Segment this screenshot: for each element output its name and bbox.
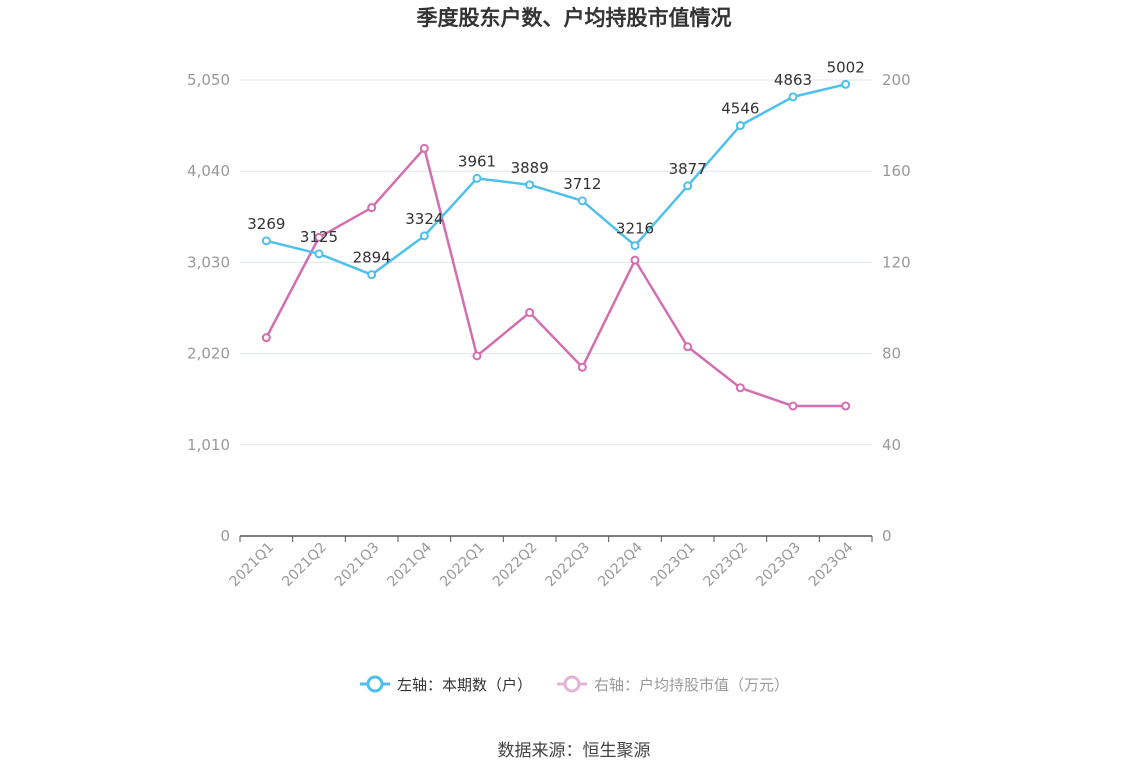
data-point-right bbox=[261, 333, 271, 343]
data-point-right bbox=[630, 255, 640, 265]
x-tick-label: 2021Q4 bbox=[385, 539, 436, 590]
legend-label-left: 左轴：本期数（户） bbox=[396, 675, 532, 694]
chart-title: 季度股东户数、户均持股市值情况 bbox=[416, 6, 732, 30]
data-point-left bbox=[683, 181, 693, 191]
x-tick-label: 2022Q1 bbox=[437, 540, 488, 591]
data-point-left bbox=[841, 79, 851, 89]
y-right-tick-label: 40 bbox=[882, 436, 901, 454]
data-point-right bbox=[419, 143, 429, 153]
data-point-left bbox=[788, 92, 798, 102]
x-tick-label: 2023Q1 bbox=[648, 540, 699, 591]
data-label: 3125 bbox=[300, 228, 338, 246]
x-tick-label: 2023Q3 bbox=[753, 540, 804, 591]
data-label: 3216 bbox=[616, 220, 654, 238]
legend-swatch-left-icon bbox=[359, 675, 390, 693]
data-point-left bbox=[577, 196, 587, 206]
data-point-right bbox=[735, 383, 745, 393]
x-tick-label: 2022Q4 bbox=[595, 539, 646, 590]
data-label: 2894 bbox=[353, 249, 391, 267]
y-left-tick-label: 2,020 bbox=[187, 345, 230, 363]
y-left-tick-label: 5,050 bbox=[187, 71, 230, 89]
x-tick-label: 2021Q3 bbox=[332, 540, 383, 591]
data-source: 数据来源：恒生聚源 bbox=[497, 741, 651, 761]
data-point-right bbox=[472, 351, 482, 361]
series-line-right bbox=[265, 147, 846, 408]
data-point-left bbox=[472, 173, 482, 183]
data-label: 3961 bbox=[458, 152, 496, 170]
y-right-tick-label: 120 bbox=[882, 253, 911, 271]
data-label: 3889 bbox=[511, 159, 549, 177]
y-right-tick-label: 80 bbox=[882, 345, 901, 363]
x-tick-label: 2022Q3 bbox=[543, 540, 594, 591]
y-right-tick-label: 0 bbox=[882, 527, 892, 545]
legend-swatch-right-icon bbox=[557, 675, 587, 693]
data-point-left bbox=[525, 180, 535, 190]
y-left-tick-label: 4,040 bbox=[187, 162, 230, 180]
x-tick-label: 2021Q1 bbox=[227, 540, 278, 591]
y-left-tick-label: 0 bbox=[220, 527, 230, 545]
data-label: 3324 bbox=[405, 210, 443, 228]
chart-legend: 左轴：本期数（户） 右轴：户均持股市值（万元） bbox=[0, 672, 1148, 696]
data-point-left bbox=[419, 231, 429, 241]
data-point-left bbox=[314, 249, 324, 259]
y-left-tick-label: 3,030 bbox=[187, 253, 230, 271]
y-right-tick-label: 200 bbox=[882, 71, 911, 89]
x-tick-label: 2022Q2 bbox=[490, 540, 541, 591]
data-point-right bbox=[683, 342, 693, 352]
data-point-left bbox=[367, 270, 377, 280]
legend-label-right: 右轴：户均持股市值（万元） bbox=[594, 675, 790, 694]
legend-item-right-series[interactable]: 右轴：户均持股市值（万元） bbox=[556, 672, 789, 696]
series-line-left bbox=[266, 83, 846, 276]
y-right-tick-label: 160 bbox=[882, 162, 911, 180]
data-label: 5002 bbox=[827, 58, 865, 76]
data-point-left bbox=[735, 121, 745, 131]
data-label: 4546 bbox=[721, 100, 759, 118]
data-point-left bbox=[630, 241, 640, 251]
data-point-right bbox=[788, 401, 798, 411]
data-point-right bbox=[841, 401, 851, 411]
legend-item-left-series[interactable]: 左轴：本期数（户） bbox=[359, 672, 532, 696]
data-point-right bbox=[367, 203, 377, 213]
data-point-right bbox=[314, 232, 324, 242]
data-point-left bbox=[261, 236, 271, 246]
x-tick-label: 2023Q2 bbox=[701, 540, 752, 591]
y-left-tick-label: 1,010 bbox=[187, 436, 230, 454]
data-label: 3269 bbox=[247, 215, 285, 233]
data-label: 4863 bbox=[774, 71, 812, 89]
data-point-right bbox=[577, 362, 587, 372]
data-label: 3877 bbox=[669, 160, 707, 178]
x-tick-label: 2023Q4 bbox=[806, 539, 857, 590]
data-point-right bbox=[525, 308, 535, 318]
data-label: 3712 bbox=[563, 175, 601, 193]
x-tick-label: 2021Q2 bbox=[279, 540, 330, 591]
